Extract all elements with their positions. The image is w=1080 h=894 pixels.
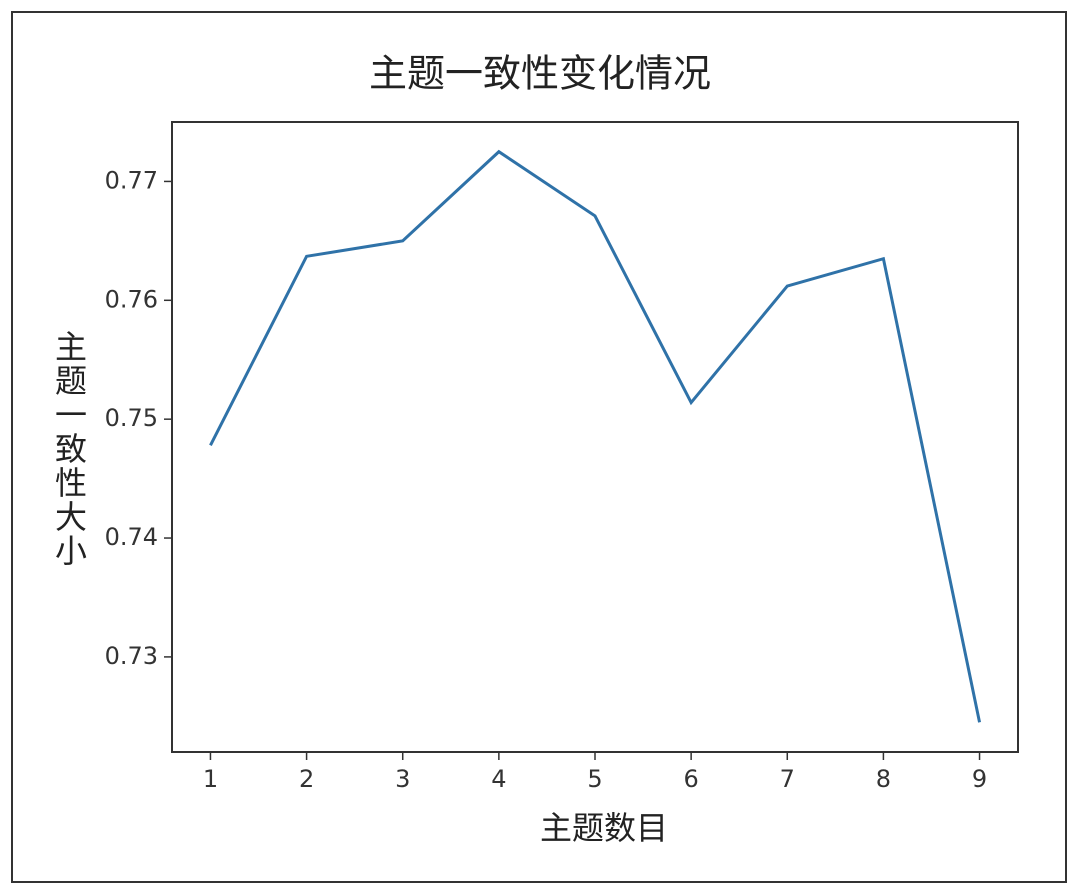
y-tick-label: 0.76: [105, 285, 158, 313]
y-tick-label: 0.75: [105, 404, 158, 432]
x-tick-label: 4: [491, 765, 506, 793]
x-tick-label: 8: [876, 765, 891, 793]
x-tick-label: 7: [780, 765, 795, 793]
x-tick-label: 2: [299, 765, 314, 793]
x-axis-label: 主题数目: [540, 809, 668, 847]
x-tick-label: 3: [395, 765, 410, 793]
x-tick-label: 5: [587, 765, 602, 793]
y-tick-label: 0.77: [105, 166, 158, 194]
x-tick-label: 9: [972, 765, 987, 793]
line: [209, 149, 982, 723]
chart-title: 主题一致性变化情况: [369, 52, 711, 96]
y-tick-label: 0.73: [105, 642, 158, 670]
x-tick-label: 6: [683, 765, 698, 793]
x-tick-label: 1: [203, 765, 218, 793]
y-tick-label: 0.74: [105, 523, 158, 551]
frame: [11, 11, 1067, 883]
y-axis-label: 主题一致性大小: [50, 330, 88, 568]
